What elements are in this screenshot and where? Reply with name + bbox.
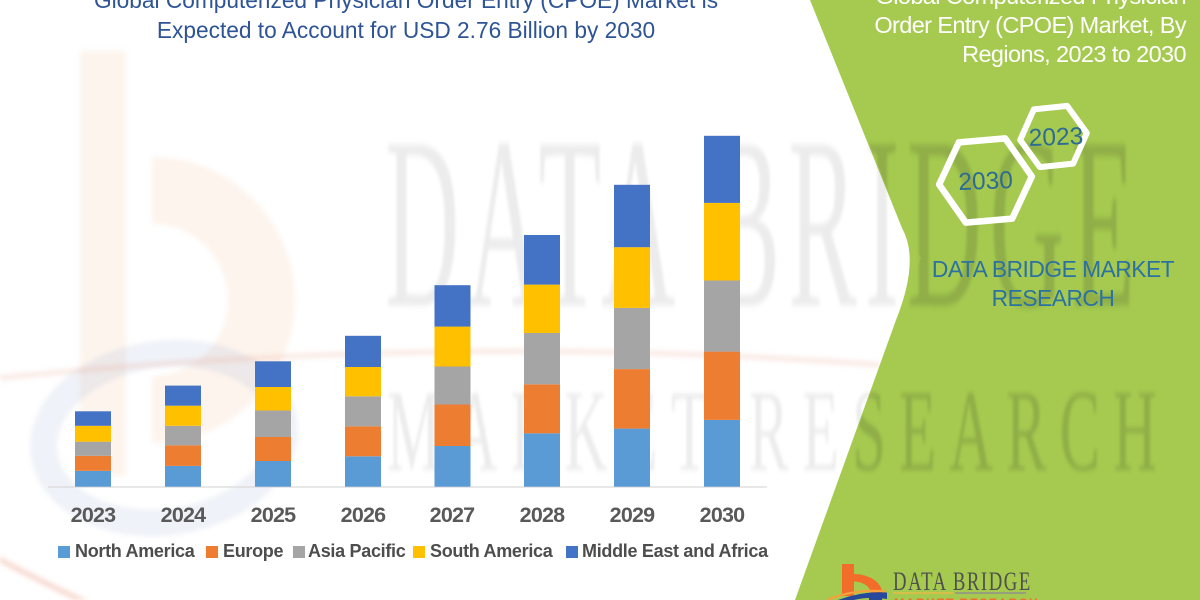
svg-text:DATA BRIDGE: DATA BRIDGE [893, 567, 1032, 597]
svg-text:2023: 2023 [1028, 123, 1083, 152]
svg-text:2030: 2030 [958, 167, 1013, 196]
svg-text:MARKET RESEARCH: MARKET RESEARCH [894, 597, 1039, 600]
